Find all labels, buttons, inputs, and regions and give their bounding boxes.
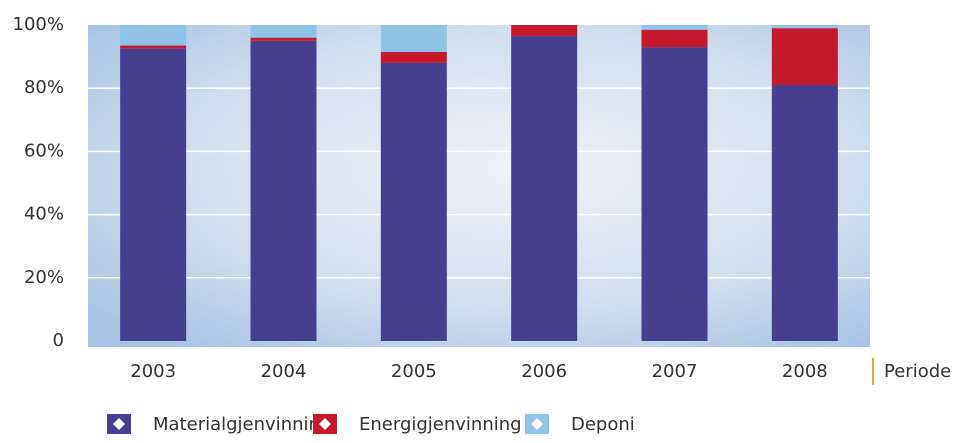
bar-segment: [120, 48, 187, 341]
bar-segment: [250, 25, 317, 38]
legend-label: Materialgjenvinning: [153, 414, 331, 435]
bar-segment: [250, 37, 317, 41]
x-tick-label: 2003: [130, 361, 176, 382]
bar-segment: [120, 25, 187, 46]
y-tick-label: 40%: [24, 204, 64, 225]
bar-segment: [120, 45, 187, 49]
y-tick-label: 60%: [24, 140, 64, 161]
legend-icon: [113, 418, 125, 430]
bar-segment: [380, 51, 447, 63]
legend-icon: [531, 418, 543, 430]
legend-label: Energigjenvinning: [359, 414, 522, 435]
bar-segment: [511, 36, 578, 342]
y-tick-label: 80%: [24, 77, 64, 98]
y-tick-label: 0: [53, 330, 64, 351]
plot-background: [88, 25, 870, 347]
bar-segment: [641, 29, 708, 48]
bar-segment: [641, 25, 708, 30]
y-tick-label: 20%: [24, 267, 64, 288]
x-tick-label: 2008: [782, 361, 828, 382]
bar-segment: [771, 25, 838, 29]
bar-segment: [641, 47, 708, 342]
x-tick-label: 2004: [261, 361, 307, 382]
bar-segment: [511, 25, 578, 37]
x-tick-label: 2005: [391, 361, 437, 382]
legend-label: Deponi: [571, 414, 635, 435]
legend-icon: [319, 418, 331, 430]
x-tick-label: 2007: [652, 361, 698, 382]
bar-segment: [771, 28, 838, 86]
y-tick-label: 100%: [13, 14, 64, 35]
bar-segment: [380, 25, 447, 52]
bar-segment: [380, 62, 447, 342]
bar-segment: [250, 40, 317, 342]
x-tick-label: 2006: [521, 361, 567, 382]
x-axis-label: Periode: [884, 361, 951, 382]
bar-segment: [771, 85, 838, 341]
